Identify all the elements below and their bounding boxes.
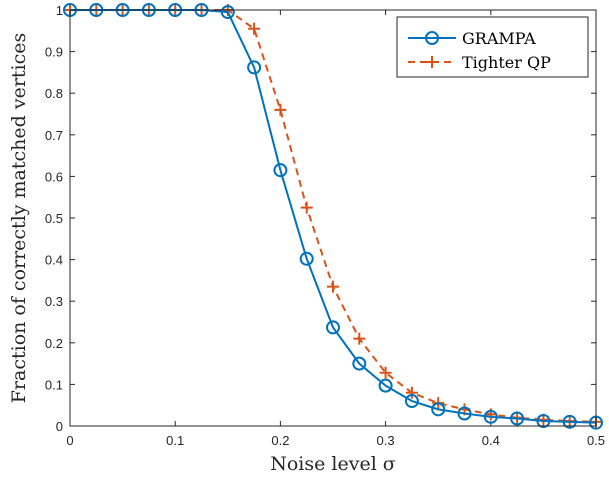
data-point <box>483 409 498 424</box>
legend-label-grampa: GRAMPA <box>462 29 536 48</box>
plot-area <box>70 10 596 426</box>
data-point <box>300 201 313 214</box>
y-tick-label: 0.6 <box>45 169 63 184</box>
data-point <box>431 402 446 417</box>
y-tick-label: 0.1 <box>45 377 63 392</box>
data-point <box>247 60 262 75</box>
x-axis-ticks: 0 0.1 0.2 0.3 0.4 0.5 <box>66 10 605 448</box>
y-tick-label: 1 <box>56 3 63 18</box>
data-point <box>274 103 287 116</box>
data-point <box>353 332 366 345</box>
legend-box <box>396 16 589 78</box>
y-tick-label: 0.2 <box>45 336 63 351</box>
legend-label-tighter-qp: Tighter QP <box>462 53 551 72</box>
data-point <box>327 280 339 293</box>
data-point <box>379 366 392 379</box>
data-point <box>299 251 314 266</box>
data-point <box>404 394 419 409</box>
data-point <box>405 386 418 399</box>
y-tick-label: 0 <box>56 419 63 434</box>
y-tick-label: 0.7 <box>45 128 63 143</box>
x-tick-label: 0.4 <box>482 433 500 448</box>
y-axis-ticks: 0 0.1 0.2 0.3 0.4 0.5 0.6 0.7 0.8 0.9 1 <box>45 3 596 434</box>
y-tick-label: 0.3 <box>45 294 63 309</box>
x-tick-label: 0.2 <box>271 433 289 448</box>
plot-frame <box>69 9 597 427</box>
y-tick-label: 0.8 <box>45 86 63 101</box>
y-tick-label: 0.4 <box>45 253 63 268</box>
y-tick-label: 0.9 <box>45 45 63 60</box>
data-point <box>273 163 288 178</box>
data-point <box>352 356 367 371</box>
data-point <box>248 22 261 35</box>
legend-marker-tighter-qp <box>426 56 438 68</box>
x-axis-title: Noise level σ <box>270 453 396 475</box>
y-tick-label: 0.5 <box>45 211 63 226</box>
y-axis-title: Fraction of correctly matched vertices <box>8 33 30 404</box>
data-point <box>536 414 551 429</box>
legend-marker-grampa <box>425 31 439 45</box>
x-tick-label: 0 <box>66 433 73 448</box>
x-tick-label: 0.3 <box>377 433 395 448</box>
data-point <box>378 378 393 393</box>
data-point <box>220 5 235 20</box>
data-point <box>510 411 525 426</box>
x-tick-label: 0.1 <box>166 433 184 448</box>
legend: GRAMPA Tighter QP <box>396 16 589 78</box>
x-tick-label: 0.5 <box>587 433 605 448</box>
data-point <box>457 406 472 421</box>
data-point <box>326 320 340 335</box>
data-point <box>562 414 577 429</box>
